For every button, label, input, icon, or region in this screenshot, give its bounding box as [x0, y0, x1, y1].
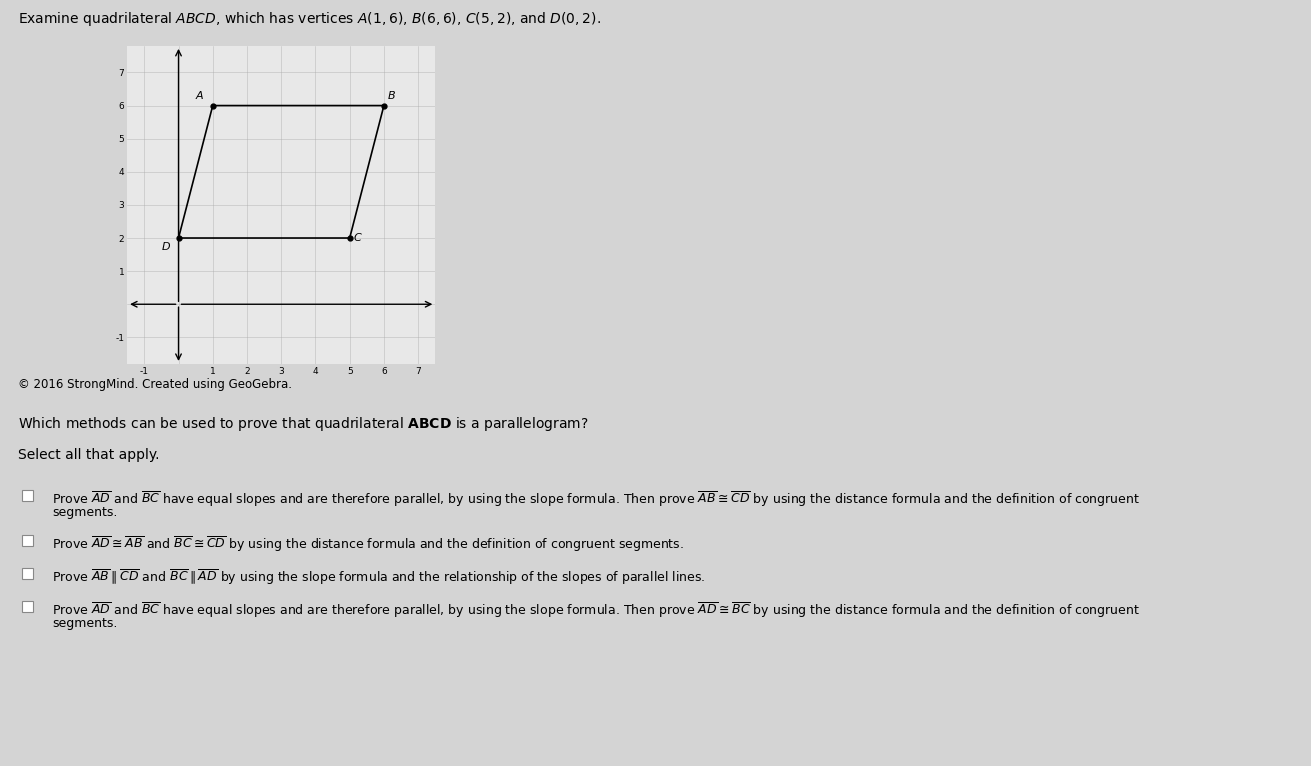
Text: Prove $\overline{AD}$ and $\overline{BC}$ have equal slopes and are therefore pa: Prove $\overline{AD}$ and $\overline{BC}… — [52, 601, 1141, 620]
Text: Prove $\overline{AD}$ and $\overline{BC}$ have equal slopes and are therefore pa: Prove $\overline{AD}$ and $\overline{BC}… — [52, 490, 1141, 509]
Bar — [22, 535, 33, 546]
Text: Prove $\overline{AB}\parallel\overline{CD}$ and $\overline{BC}\parallel\overline: Prove $\overline{AB}\parallel\overline{C… — [52, 568, 705, 587]
Bar — [22, 601, 33, 612]
Text: segments.: segments. — [52, 617, 118, 630]
Text: © 2016 StrongMind. Created using GeoGebra.: © 2016 StrongMind. Created using GeoGebr… — [18, 378, 292, 391]
Bar — [22, 568, 33, 579]
Text: Examine quadrilateral $\mathit{ABCD}$, which has vertices $A(1, 6)$, $B(6, 6)$, : Examine quadrilateral $\mathit{ABCD}$, w… — [18, 10, 600, 28]
Text: Which methods can be used to prove that quadrilateral $\mathbf{ABCD}$ is a paral: Which methods can be used to prove that … — [18, 415, 589, 433]
Text: segments.: segments. — [52, 506, 118, 519]
Text: C: C — [354, 234, 362, 244]
Text: A: A — [195, 91, 203, 101]
Text: B: B — [388, 91, 396, 101]
Text: D: D — [161, 241, 170, 251]
Text: Prove $\overline{AD}\cong\overline{AB}$ and $\overline{BC}\cong\overline{CD}$ by: Prove $\overline{AD}\cong\overline{AB}$ … — [52, 535, 684, 554]
Text: Select all that apply.: Select all that apply. — [18, 448, 160, 462]
Bar — [22, 490, 33, 501]
